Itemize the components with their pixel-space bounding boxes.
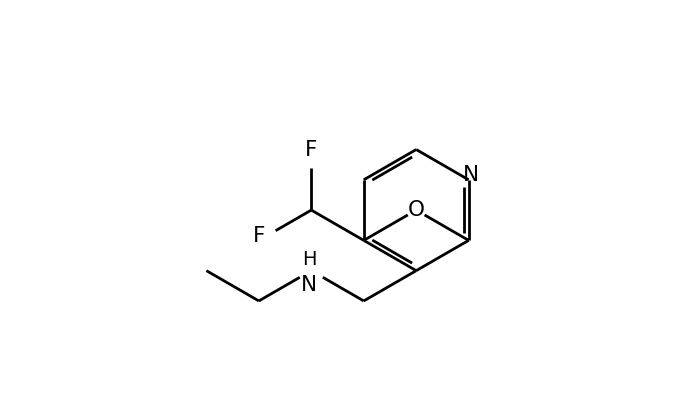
Text: O: O — [408, 200, 425, 220]
Text: H: H — [302, 250, 317, 269]
Text: F: F — [253, 226, 266, 246]
Text: F: F — [305, 140, 317, 159]
Text: N: N — [301, 275, 317, 295]
Text: N: N — [463, 165, 479, 185]
